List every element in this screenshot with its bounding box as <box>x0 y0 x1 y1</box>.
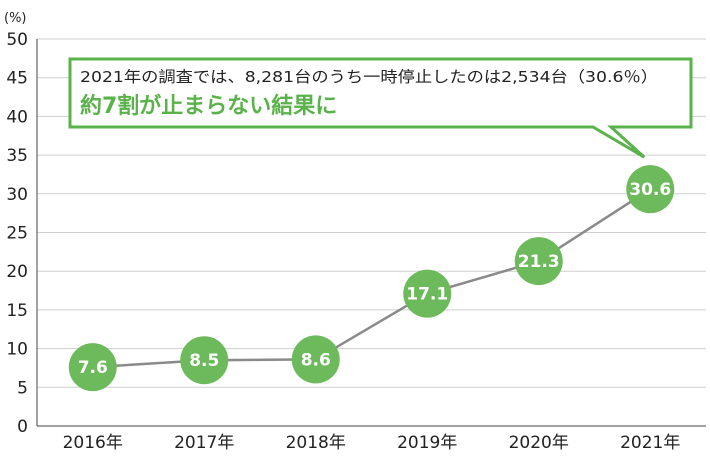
x-tick-label: 2016年 <box>63 433 123 453</box>
x-axis: 2016年 2017年 2018年 2019年 2020年 2021年 <box>63 433 681 453</box>
data-label: 30.6 <box>629 180 671 200</box>
data-label: 8.5 <box>189 351 219 371</box>
data-label: 8.6 <box>301 350 331 370</box>
x-tick-label: 2017年 <box>174 433 234 453</box>
series-line: 7.6 8.5 8.6 17.1 21.3 30.6 <box>68 165 675 392</box>
callout-shape <box>68 57 693 159</box>
y-tick-label: 50 <box>6 30 28 50</box>
data-point <box>403 269 452 318</box>
data-point <box>514 237 563 286</box>
x-tick-label: 2019年 <box>397 433 457 453</box>
data-point <box>291 335 340 384</box>
x-tick-label: 2020年 <box>509 433 569 453</box>
x-tick-label: 2021年 <box>620 433 680 453</box>
callout-box: 2021年の調査では、8,281台のうち一時停止したのは2,534台（30.6％… <box>68 57 693 159</box>
data-label: 17.1 <box>406 285 448 305</box>
y-tick-label: 35 <box>6 146 28 166</box>
y-tick-label: 40 <box>6 107 28 127</box>
y-tick-label: 15 <box>6 301 28 321</box>
y-tick-label: 0 <box>17 417 28 437</box>
data-label: 21.3 <box>518 252 560 272</box>
data-point <box>180 336 229 385</box>
y-tick-label: 25 <box>6 224 28 244</box>
data-label: 7.6 <box>78 358 108 378</box>
data-point <box>626 165 675 214</box>
y-axis: 0 5 10 15 20 25 30 35 40 45 50 <box>6 30 706 437</box>
y-tick-label: 30 <box>6 185 28 205</box>
callout-text-line1: 2021年の調査では、8,281台のうち一時停止したのは2,534台（30.6％… <box>80 68 658 86</box>
y-tick-label: 10 <box>6 340 28 360</box>
callout-text-line2: 約7割が止まらない結果に <box>80 93 337 119</box>
series-polyline <box>92 188 651 369</box>
y-tick-label: 20 <box>6 262 28 282</box>
x-tick-label: 2018年 <box>286 433 346 453</box>
y-axis-unit: (%) <box>4 11 27 26</box>
y-tick-label: 5 <box>17 378 28 398</box>
y-tick-label: 45 <box>6 69 28 89</box>
data-point <box>68 343 117 392</box>
